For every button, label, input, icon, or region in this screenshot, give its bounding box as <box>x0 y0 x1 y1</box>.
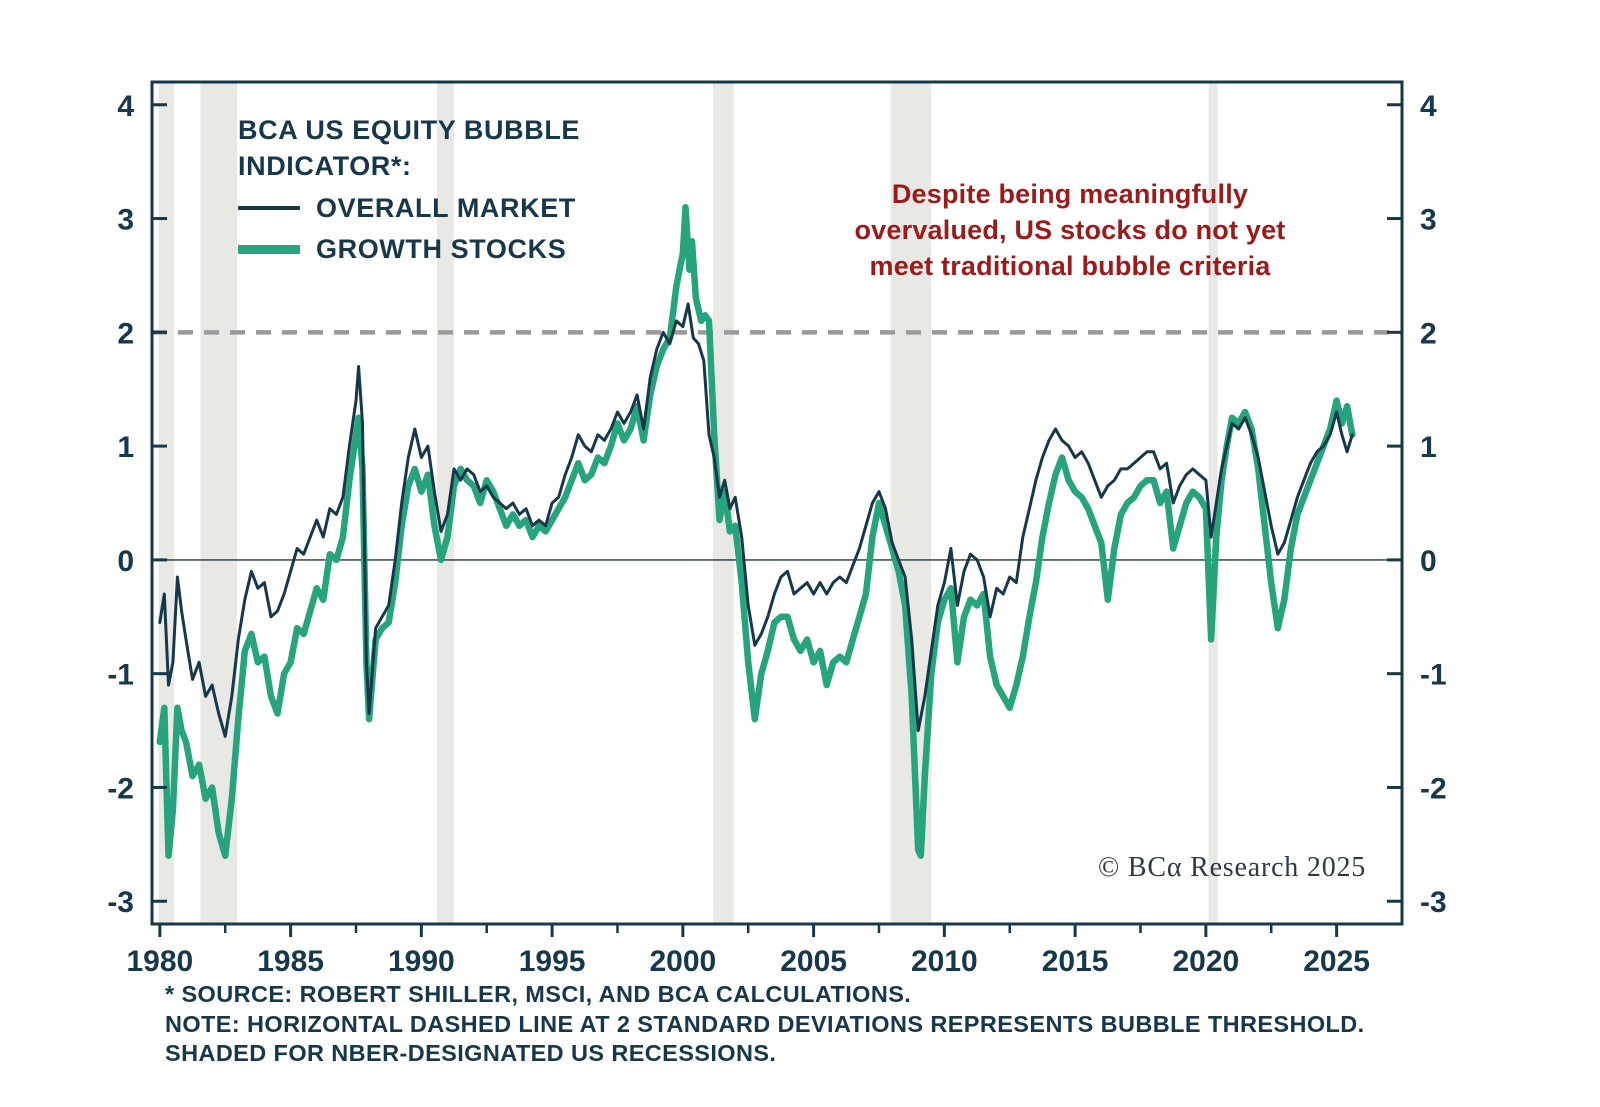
legend-entry-overall-market: OVERALL MARKET <box>238 191 580 225</box>
x-axis-label: 1980 <box>126 945 193 978</box>
x-axis-label: 2005 <box>780 945 847 978</box>
legend-title: BCA US EQUITY BUBBLE INDICATOR*: <box>238 112 580 184</box>
y-axis-label-left: 1 <box>117 431 134 464</box>
y-axis-label-left: 3 <box>117 204 134 237</box>
annotation-line2: overvalued, US stocks do not yet <box>854 215 1286 245</box>
legend: BCA US EQUITY BUBBLE INDICATOR*: OVERALL… <box>238 112 580 266</box>
legend-label-overall-market: OVERALL MARKET <box>316 192 576 223</box>
x-axis-label: 1990 <box>388 945 455 978</box>
recession-band <box>1208 82 1218 924</box>
x-axis-label: 1985 <box>257 945 324 978</box>
annotation-line3: meet traditional bubble criteria <box>869 251 1271 281</box>
x-axis-label: 2010 <box>911 945 978 978</box>
legend-entry-growth-stocks: GROWTH STOCKS <box>238 232 580 266</box>
y-axis-label-right: 0 <box>1420 545 1437 578</box>
y-axis-label-right: 2 <box>1420 317 1437 350</box>
series-growth-stocks <box>156 203 1356 859</box>
x-axis-label: 2025 <box>1303 945 1370 978</box>
y-axis-label-right: -1 <box>1420 659 1447 692</box>
annotation-line1: Despite being meaningfully <box>891 179 1249 209</box>
footnote-threshold: NOTE: HORIZONTAL DASHED LINE AT 2 STANDA… <box>165 1010 1365 1037</box>
growth-stocks-line-swatch <box>238 244 300 254</box>
x-axis-label: 1995 <box>519 945 586 978</box>
recession-band <box>437 82 455 924</box>
y-axis-label-right: 3 <box>1420 204 1437 237</box>
series-overall-market <box>158 302 1354 738</box>
y-axis-label-left: 2 <box>117 317 134 350</box>
x-axis-label: 2000 <box>649 945 716 978</box>
legend-label-growth-stocks: GROWTH STOCKS <box>316 233 567 264</box>
annotation: Despite being meaningfully overvalued, U… <box>800 176 1340 284</box>
axis-ticks <box>153 103 1401 937</box>
footnote-recessions: SHADED FOR NBER-DESIGNATED US RECESSIONS… <box>165 1040 777 1066</box>
y-axis-label-left: -1 <box>107 659 134 692</box>
footnotes: * SOURCE: ROBERT SHILLER, MSCI, AND BCA … <box>165 980 1365 1069</box>
axis-labels: 4 4 3 3 2 2 1 1 0 0 -1 -1 -2 -2 -3 -3 1980 1985 1990 1995 20… <box>107 90 1446 978</box>
plot-frame <box>150 80 1404 926</box>
x-axis-label: 2020 <box>1172 945 1239 978</box>
y-axis-label-right: 1 <box>1420 431 1437 464</box>
legend-title-line1: BCA US EQUITY BUBBLE <box>238 115 581 145</box>
legend-title-line2: INDICATOR*: <box>238 151 412 181</box>
y-axis-label-right: -3 <box>1420 886 1447 919</box>
footnote-source: * SOURCE: ROBERT SHILLER, MSCI, AND BCA … <box>165 981 912 1007</box>
y-axis-label-left: 4 <box>117 90 134 123</box>
y-axis-label-right: 4 <box>1420 90 1437 123</box>
y-axis-label-left: 0 <box>117 545 134 578</box>
x-axis-label: 2015 <box>1042 945 1109 978</box>
copyright-notice: © BCα Research 2025 <box>1098 852 1367 883</box>
y-axis-label-right: -2 <box>1420 772 1447 805</box>
overall-market-line-swatch <box>238 206 300 210</box>
y-axis-label-left: -3 <box>107 886 134 919</box>
y-axis-label-left: -2 <box>107 772 134 805</box>
